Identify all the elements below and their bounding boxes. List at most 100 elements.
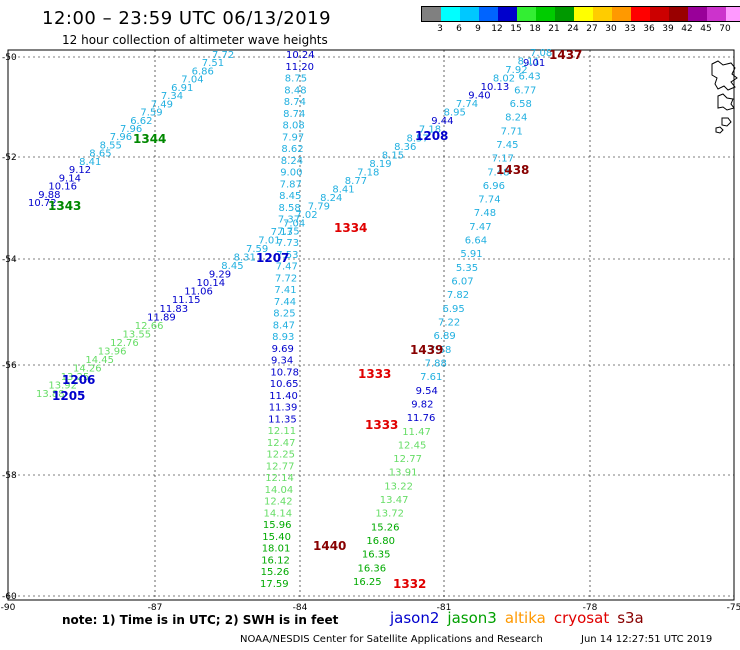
legend-swatch-16 (726, 7, 740, 21)
wave-height-point: 16.80 (366, 536, 395, 547)
wave-height-point: 15.96 (263, 520, 292, 531)
wave-height-point: 8.24 (505, 113, 527, 124)
wave-height-point: 7.82 (447, 290, 469, 301)
wave-height-point: 16.35 (362, 550, 391, 561)
wave-height-point: 9.34 (271, 356, 293, 367)
wave-height-point: 8.08 (283, 121, 305, 132)
wave-height-point: 8.15 (382, 150, 404, 161)
wave-height-point: 12.76 (110, 338, 139, 349)
pass-label: 1206 (62, 373, 95, 387)
legend-label: 15 (510, 24, 522, 34)
legend-label: 3 (437, 24, 443, 34)
wave-height-point: 8.02 (493, 74, 515, 85)
lon-tick-label: -78 (583, 603, 598, 613)
wave-height-point: 8.41 (79, 157, 101, 168)
legend-swatch-3 (479, 7, 498, 21)
wave-height-point: 14.26 (73, 363, 102, 374)
wave-height-point: 13.96 (98, 346, 127, 357)
wave-height-point: 7.47 (469, 222, 491, 233)
wave-height-point: 7.22 (438, 318, 460, 329)
generation-timestamp: Jun 14 12:27:51 UTC 2019 (581, 634, 713, 645)
wave-height-point: 8.93 (272, 332, 294, 343)
wave-height-point: 12.47 (267, 438, 296, 449)
legend-swatch-2 (460, 7, 479, 21)
wave-height-point: 10.14 (197, 278, 226, 289)
legend-swatch-5 (517, 7, 536, 21)
pass-label: 1344 (133, 132, 166, 146)
wave-height-point: 7.34 (161, 91, 183, 102)
wave-height-point: 6.58 (510, 99, 532, 110)
wave-height-point: 13.72 (375, 509, 404, 520)
pass-label: 1208 (415, 129, 448, 143)
wave-height-point: 14.45 (85, 355, 114, 366)
map-frame (7, 49, 735, 601)
wave-height-point: 13.55 (123, 329, 152, 340)
wave-height-point: 8.24 (281, 156, 303, 167)
wave-height-point: 16.36 (358, 563, 387, 574)
map-title: 12:00 – 23:59 UTC 06/13/2019 (42, 8, 332, 29)
wave-height-point: 8.45 (279, 191, 301, 202)
wave-height-point: 6.77 (514, 85, 536, 96)
legend-label: 36 (643, 24, 655, 34)
wave-height-point: 7.17 (492, 154, 514, 165)
pass-label: 1438 (496, 163, 529, 177)
legend-label: 12 (491, 24, 503, 34)
wave-height-point: 9.12 (69, 165, 91, 176)
satellite-key-jason2: jason2 (390, 609, 440, 627)
wave-height-point: 13.25 (61, 372, 90, 383)
wave-height-point: 7.01 (258, 236, 280, 247)
wave-height-point: 9.14 (59, 173, 81, 184)
wave-height-point: 9.82 (411, 399, 433, 410)
track-1438: 9.01 6.43 6.77 6.58 8.24 7.71 7.45 7.17 7.48 6.96… (353, 58, 545, 588)
legend-swatch-12 (650, 7, 669, 21)
wave-height-point: 7.88 (425, 359, 447, 370)
wave-height-point: 10.13 (481, 82, 510, 93)
legend-swatch-14 (688, 7, 707, 21)
wave-height-point: 10.65 (270, 379, 299, 390)
axis-tick-labels: -50 -52 -54 -56 -58 -60-90 -87 -84 -81 -78 -75 (1, 53, 740, 613)
legend-label: 27 (586, 24, 598, 34)
wave-height-point: 8.57 (407, 133, 429, 144)
wave-height-point: 7.41 (274, 285, 296, 296)
wave-height-point: 12.11 (268, 426, 297, 437)
lat-tick-label: -50 (2, 53, 17, 63)
wave-height-point: 7.74 (456, 99, 478, 110)
lon-tick-label: -84 (293, 603, 308, 613)
lon-tick-label: -87 (148, 603, 163, 613)
wave-height-point: 8.31 (234, 253, 256, 264)
wave-height-point: 12.42 (264, 497, 293, 508)
wave-height-point: 7.08 (530, 48, 552, 59)
wave-height-point: 10.78 (270, 367, 299, 378)
wave-height-point: 7.92 (505, 65, 527, 76)
coastline-islands (711, 60, 738, 134)
wave-height-point: 7.04 (181, 75, 203, 86)
wave-height-point: 7.59 (140, 108, 162, 119)
wave-height-point: 6.91 (171, 83, 193, 94)
wave-height-point: 9.40 (468, 91, 490, 102)
track-1334: 10.2411.208.758.488.748.748.087.978.628.… (260, 50, 315, 590)
legend-swatch-9 (593, 7, 612, 21)
satellite-key-cryosat: cryosat (553, 609, 610, 627)
wave-height-point: 12.45 (398, 440, 427, 451)
wave-height-point: 9.69 (272, 344, 294, 355)
lat-tick-label: -56 (2, 361, 17, 371)
lat-tick-label: -60 (2, 592, 17, 602)
color-scale-swatches (421, 6, 740, 22)
wave-height-point: 11.06 (184, 287, 213, 298)
legend-label: 24 (567, 24, 579, 34)
satellite-key-altika: altika (504, 609, 546, 627)
island-outline (711, 60, 738, 91)
legend-label: 45 (700, 24, 712, 34)
lon-tick-label: -90 (1, 603, 16, 613)
legend-label: 30 (605, 24, 617, 34)
wave-height-point: 11.35 (268, 414, 297, 425)
wave-height-point: 7.74 (478, 195, 500, 206)
wave-height-point: 15.26 (371, 522, 400, 533)
wave-height-point: 8.19 (369, 159, 391, 170)
wave-height-point: 13.47 (380, 495, 409, 506)
wave-height-point: 7.71 (501, 126, 523, 137)
legend-swatch-11 (631, 7, 650, 21)
legend-swatch-10 (612, 7, 631, 21)
pass-labels: 1437 1344 1208 1438 1343 1334 1207 1439 1333 1206… (48, 48, 582, 591)
